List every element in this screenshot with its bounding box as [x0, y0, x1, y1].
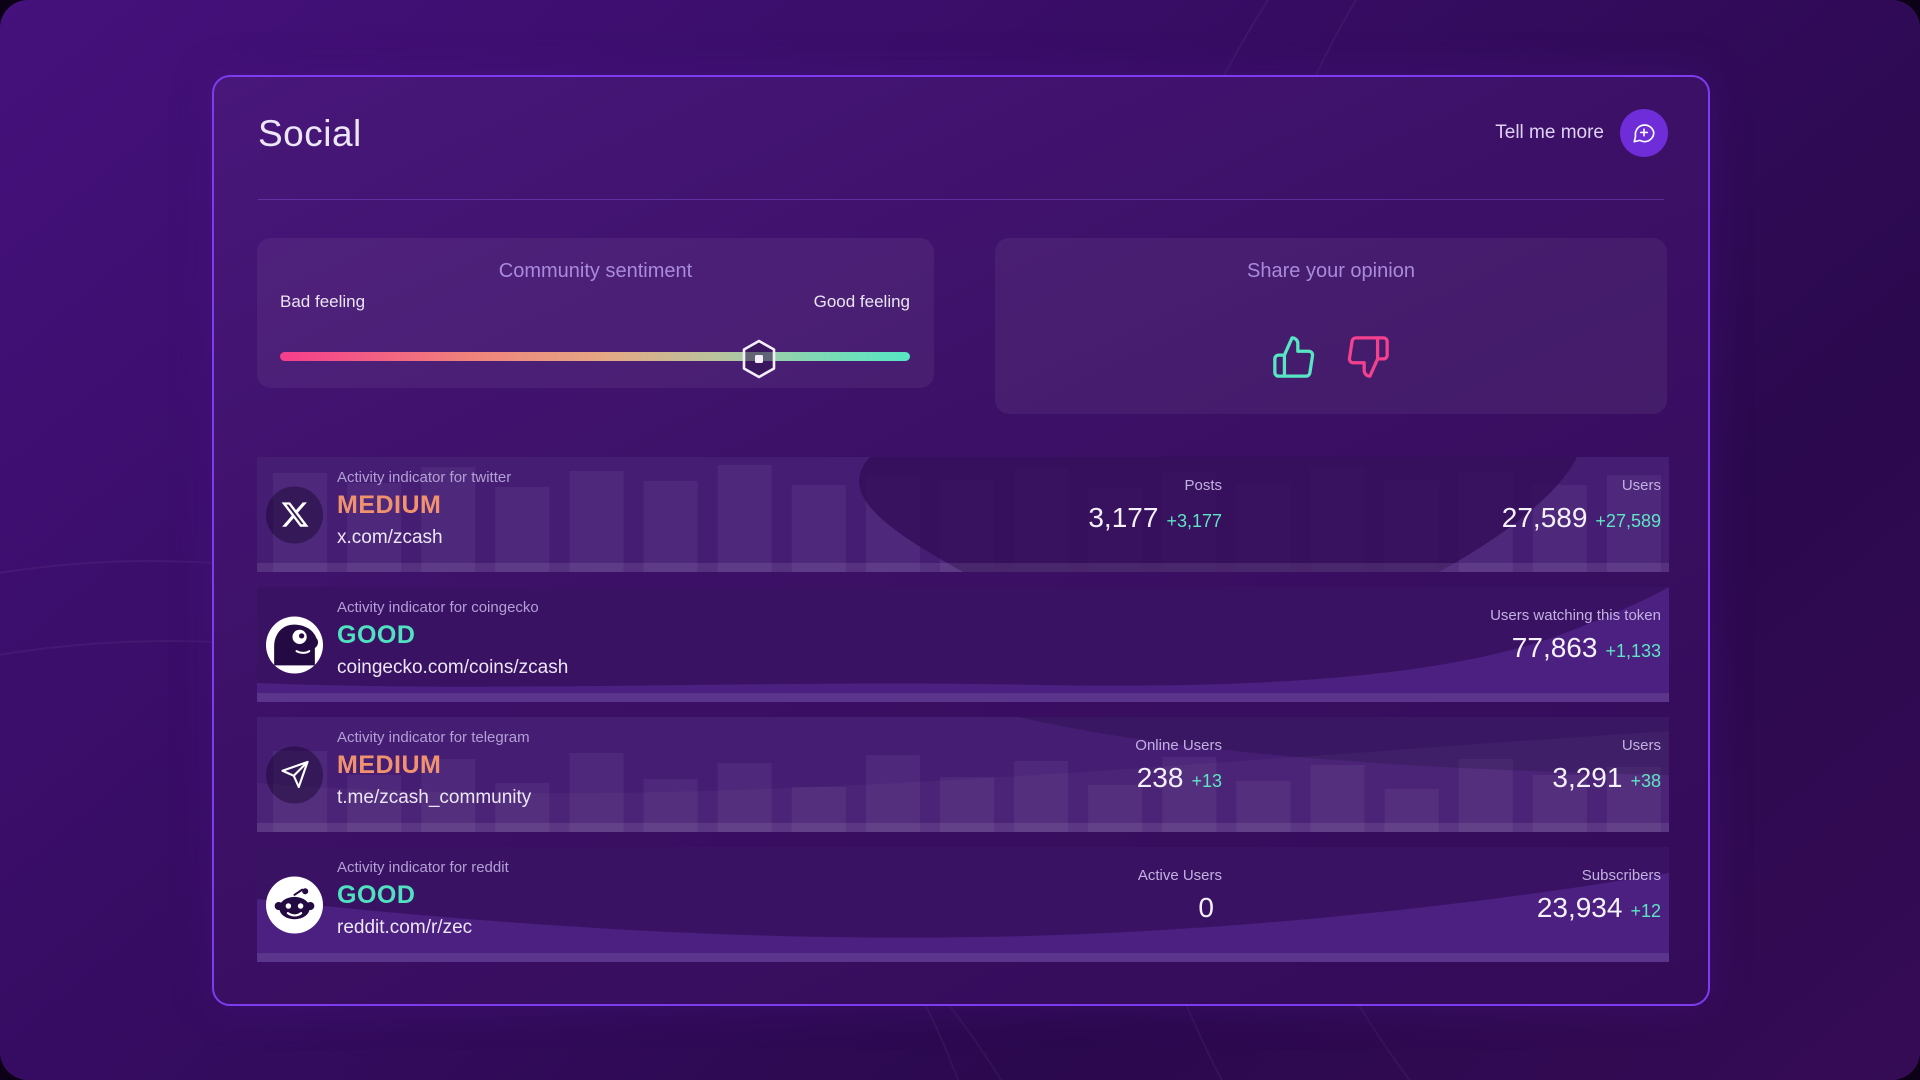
- coingecko-watchers-stat: Users watching this token 77,863 +1,133: [1490, 607, 1661, 663]
- twitter-indicator-label: Activity indicator for twitter: [337, 469, 512, 486]
- telegram-row-decoration: [273, 717, 1669, 832]
- reddit-subscribers-stat: Subscribers 23,934 +12: [1536, 867, 1661, 923]
- activity-row-twitter: Activity indicator for twitter MEDIUM x.…: [257, 457, 1669, 572]
- coingecko-url-link[interactable]: coingecko.com/coins/zcash: [337, 657, 569, 678]
- coingecko-row-decoration: [257, 587, 1669, 702]
- activity-row-coingecko: Activity indicator for coingecko GOOD co…: [257, 587, 1669, 702]
- telegram-icon: [266, 746, 323, 803]
- reddit-indicator-label: Activity indicator for reddit: [337, 859, 509, 876]
- tell-me-more-label: Tell me more: [1495, 122, 1604, 143]
- share-opinion-card: Share your opinion: [995, 238, 1667, 414]
- telegram-users-stat: Users 3,291 +38: [1552, 737, 1661, 793]
- page-title: Social: [258, 113, 362, 154]
- reddit-active-users-stat: Active Users 0: [1137, 867, 1222, 923]
- telegram-url-link[interactable]: t.me/zcash_community: [337, 787, 532, 808]
- thumbs-down-button[interactable]: [1345, 334, 1391, 380]
- twitter-status-badge: MEDIUM: [337, 491, 442, 519]
- twitter-x-icon: [266, 486, 323, 543]
- reddit-icon: [266, 876, 323, 933]
- reddit-status-badge: GOOD: [337, 881, 416, 909]
- row-bottom-strip: [257, 953, 1669, 962]
- chat-plus-icon: [1620, 109, 1668, 157]
- activity-row-reddit: Activity indicator for reddit GOOD reddi…: [257, 847, 1669, 962]
- twitter-users-stat: Users 27,589 +27,589: [1501, 477, 1661, 533]
- sentiment-slider-track[interactable]: [280, 352, 910, 361]
- twitter-posts-stat: Posts 3,177 +3,177: [1088, 477, 1222, 533]
- tell-me-more-button[interactable]: Tell me more: [1495, 109, 1668, 157]
- sentiment-slider-handle[interactable]: [740, 338, 778, 380]
- opinion-card-title: Share your opinion: [1247, 260, 1415, 282]
- coingecko-indicator-label: Activity indicator for coingecko: [337, 599, 539, 616]
- social-panel: Social Tell me more Community sentiment …: [212, 75, 1710, 1006]
- row-bottom-strip: [257, 693, 1669, 702]
- telegram-indicator-label: Activity indicator for telegram: [337, 729, 530, 746]
- community-sentiment-card: Community sentiment Bad feeling Good fee…: [257, 238, 934, 388]
- twitter-row-decoration: [273, 457, 1661, 572]
- row-bottom-strip: [257, 823, 1669, 832]
- activity-row-telegram: Activity indicator for telegram MEDIUM t…: [257, 717, 1669, 832]
- telegram-status-badge: MEDIUM: [337, 751, 442, 779]
- reddit-url-link[interactable]: reddit.com/r/zec: [337, 917, 473, 938]
- twitter-url-link[interactable]: x.com/zcash: [337, 527, 443, 548]
- coingecko-status-badge: GOOD: [337, 621, 416, 649]
- sentiment-card-title: Community sentiment: [498, 260, 693, 282]
- row-bottom-strip: [257, 563, 1669, 572]
- reddit-row-decoration: [257, 873, 1669, 962]
- thumbs-up-button[interactable]: [1271, 334, 1317, 380]
- good-feeling-label: Good feeling: [813, 292, 910, 311]
- coingecko-icon: [266, 616, 323, 673]
- header-divider: [258, 199, 1664, 200]
- telegram-online-users-stat: Online Users 238 +13: [1135, 737, 1222, 793]
- bad-feeling-label: Bad feeling: [280, 292, 366, 311]
